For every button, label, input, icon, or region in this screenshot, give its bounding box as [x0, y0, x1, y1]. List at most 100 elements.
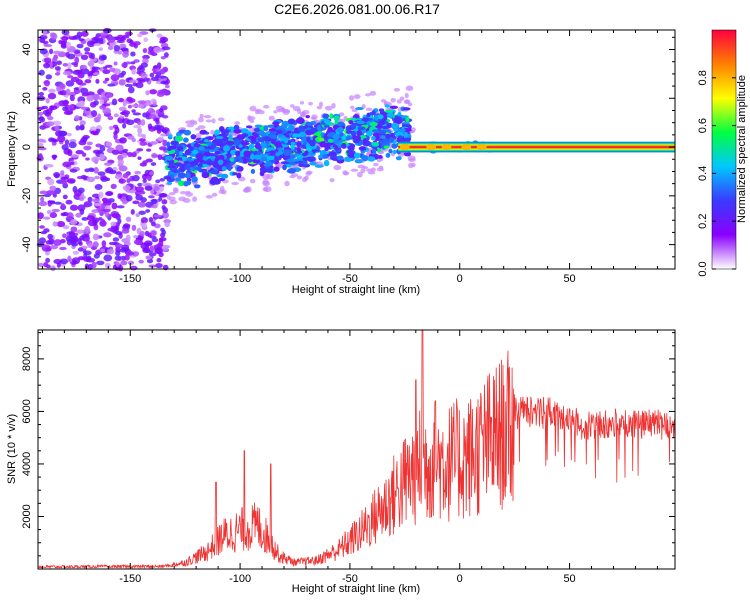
spectrogram-cell [43, 262, 49, 268]
spectrogram-cell [393, 87, 401, 92]
spectrogram-cell [150, 162, 157, 166]
spectrogram-cell [117, 50, 122, 55]
spectrogram-cell [155, 262, 163, 269]
spectrogram-cell [402, 107, 411, 111]
spectrogram-cell [217, 154, 225, 161]
spectrogram-cell [137, 132, 143, 137]
spectrogram-cell [52, 221, 58, 227]
spectrogram-cell [164, 221, 171, 228]
spectrogram-cell [45, 108, 53, 115]
spectrogram-cell [333, 139, 340, 145]
spectrogram-cell [133, 235, 139, 239]
spectrogram-cell [94, 183, 103, 191]
spectrogram-cell [356, 120, 365, 125]
spectrogram-cell [263, 125, 269, 132]
spectrogram-panel: -150 -100 -50 0 50 -40 -20 0 20 40 Height of stra… [6, 27, 676, 296]
spectrogram-cell [135, 82, 144, 89]
spectrogram-cell [87, 60, 95, 67]
spectrogram-cell [253, 154, 262, 160]
spectrogram-cell [117, 218, 122, 225]
spectrogram-cell [118, 106, 127, 112]
spectrogram-cell [203, 138, 209, 143]
spectrogram-cell [67, 178, 76, 184]
spectrogram-cell [114, 255, 122, 261]
spectrogram-cell [153, 185, 160, 192]
spectrogram-cell [118, 178, 127, 184]
spectrogram-cell [351, 117, 357, 122]
spectrogram-cell [74, 69, 83, 73]
spectrogram-cell [206, 161, 214, 166]
spectrogram-cell [143, 37, 149, 43]
spectrogram-cell [236, 172, 242, 179]
spectrogram-cell [86, 141, 93, 146]
spectrogram-cell [126, 178, 131, 184]
spectrogram-cell [99, 105, 106, 110]
spectrogram-cell [366, 168, 373, 172]
spectrogram-cell [344, 156, 353, 162]
spectrogram-cell [80, 174, 87, 180]
spectrogram-cell [147, 123, 153, 130]
spectrogram-cell [110, 221, 117, 227]
spectrogram-cell [96, 113, 102, 120]
spectrogram-cell [139, 141, 148, 146]
spectrogram-cell [298, 125, 306, 132]
spectrogram-cell [296, 175, 303, 180]
spectrogram-cell [142, 178, 147, 183]
spectrogram-cell [38, 116, 45, 123]
constant-tone-band [398, 146, 675, 148]
spectrogram-cell [78, 100, 85, 107]
spectrogram-cell [87, 72, 93, 77]
spectrogram-cell [114, 126, 120, 134]
spectrogram-cell [72, 186, 78, 193]
spectrogram-cell [185, 120, 193, 125]
spectrogram-cell [306, 136, 311, 143]
spectrogram-cell [130, 104, 139, 108]
spectrogram-cell [323, 133, 328, 141]
spectrogram-cell [404, 99, 410, 104]
spectrogram-cell [46, 121, 55, 127]
spectrogram-cell [130, 208, 135, 215]
y-tick-label: 4000 [21, 452, 33, 476]
spectrogram-cell [49, 244, 59, 250]
spectrogram-cell [177, 172, 187, 179]
spectrogram-cell [167, 165, 177, 169]
spectrogram-cell [374, 114, 379, 121]
spectrogram-cell [43, 44, 53, 48]
spectrogram-cell [232, 139, 241, 146]
spectrogram-cell [161, 205, 166, 210]
spectrogram-cell [174, 187, 179, 194]
spectrogram-cell [332, 144, 339, 148]
spectrogram-cell [269, 152, 275, 156]
spectrogram-cell [81, 235, 90, 242]
spectrogram-cell [153, 46, 162, 54]
spectrogram-cell [382, 137, 389, 144]
spectrogram-cell [333, 164, 342, 171]
spectrogram-cell [115, 250, 121, 257]
spectrogram-cell [69, 204, 79, 211]
snr-frame [37, 329, 676, 570]
spectrogram-cell [37, 111, 44, 116]
spectrogram-cell [122, 172, 129, 179]
spectrogram-cell [132, 200, 140, 205]
spectrogram-cell [52, 139, 59, 143]
spectrogram-cell [102, 107, 111, 115]
spectrogram-cell [102, 208, 111, 213]
spectrogram-cell [116, 40, 125, 44]
spectrogram-cell [45, 257, 51, 263]
spectrogram-cell [338, 112, 345, 117]
spectrogram-cell [145, 255, 153, 260]
spectrogram-cell [337, 142, 342, 148]
spectrogram-cell [147, 50, 156, 55]
spectrogram-cell [311, 114, 318, 120]
spectrogram-cell [218, 189, 225, 194]
spectrogram-cell [161, 46, 171, 51]
spectrogram-cell [267, 124, 275, 128]
spectrogram-cell [99, 98, 105, 105]
spectrogram-cell [197, 125, 206, 130]
spectrogram-cell [111, 149, 120, 155]
spectrogram-cell [106, 248, 115, 255]
spectrogram-cell [83, 145, 92, 151]
spectrogram-cell [397, 135, 403, 139]
spectrogram-cell [52, 120, 62, 126]
spectrogram-cell [357, 126, 366, 130]
